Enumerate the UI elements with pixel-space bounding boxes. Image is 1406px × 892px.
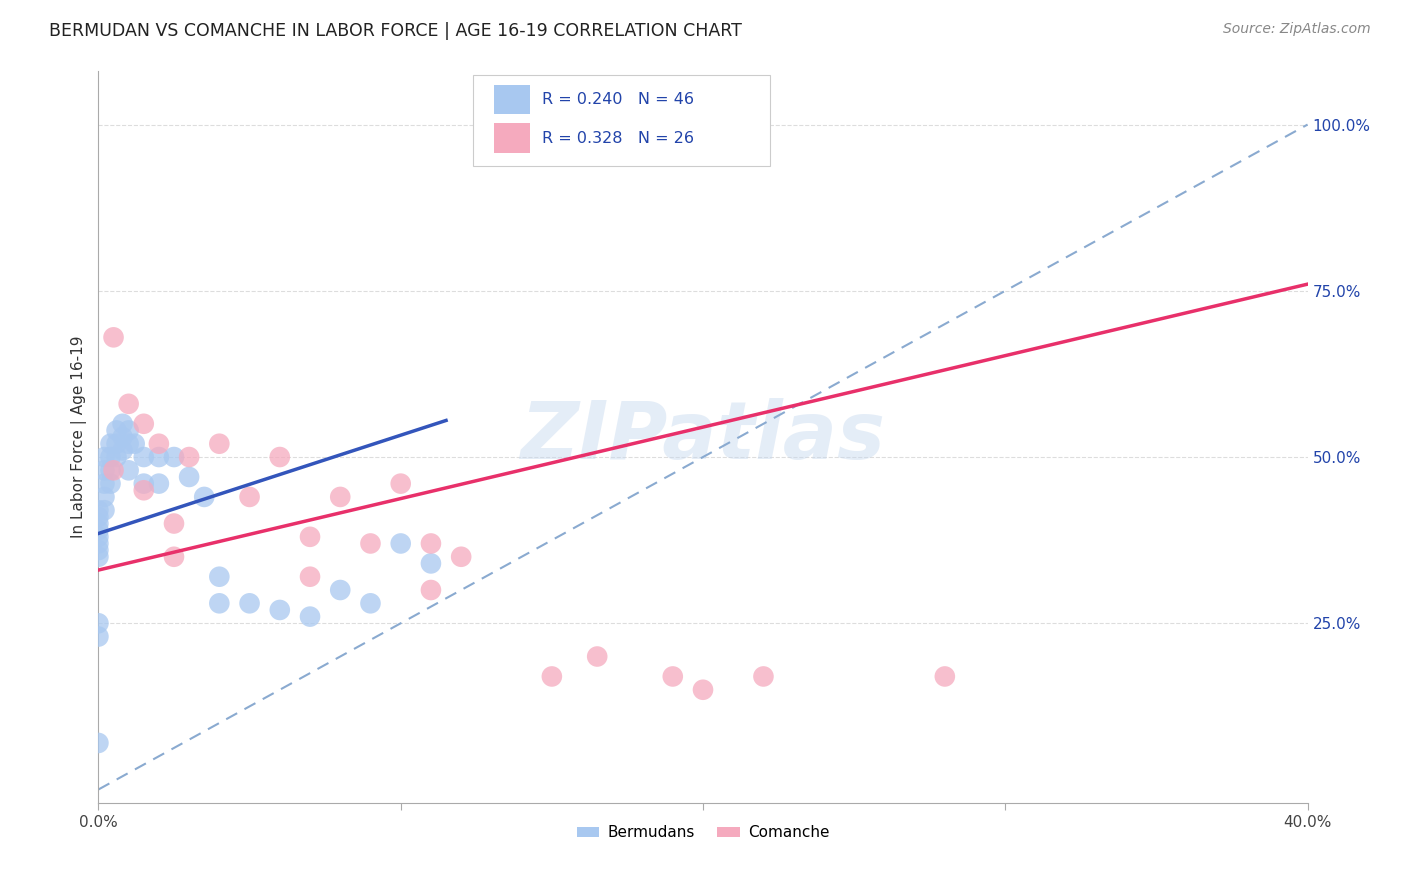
- Point: [105, 424, 128, 438]
- Point: [87, 549, 110, 564]
- Point: [87, 523, 110, 537]
- Point: [118, 397, 141, 411]
- Point: [111, 443, 134, 458]
- Point: [239, 596, 262, 610]
- Point: [93, 450, 115, 464]
- Point: [752, 669, 775, 683]
- FancyBboxPatch shape: [494, 85, 530, 114]
- Point: [450, 549, 472, 564]
- Point: [329, 490, 352, 504]
- Point: [93, 490, 115, 504]
- Point: [100, 463, 122, 477]
- Point: [87, 543, 110, 558]
- Point: [118, 463, 141, 477]
- Point: [299, 570, 322, 584]
- Point: [87, 536, 110, 550]
- Point: [118, 424, 141, 438]
- Point: [360, 536, 382, 550]
- Point: [93, 503, 115, 517]
- Point: [87, 516, 110, 531]
- Point: [87, 736, 110, 750]
- Point: [420, 582, 443, 597]
- Text: R = 0.328   N = 26: R = 0.328 N = 26: [543, 130, 695, 145]
- Point: [100, 450, 122, 464]
- Point: [124, 436, 146, 450]
- Point: [100, 436, 122, 450]
- Text: BERMUDAN VS COMANCHE IN LABOR FORCE | AGE 16-19 CORRELATION CHART: BERMUDAN VS COMANCHE IN LABOR FORCE | AG…: [49, 22, 742, 40]
- Point: [148, 476, 170, 491]
- Point: [208, 596, 231, 610]
- Point: [934, 669, 956, 683]
- Point: [105, 450, 128, 464]
- Point: [163, 549, 186, 564]
- Point: [100, 476, 122, 491]
- Point: [208, 570, 231, 584]
- Point: [179, 450, 201, 464]
- Point: [93, 463, 115, 477]
- Point: [193, 490, 215, 504]
- Point: [87, 616, 110, 631]
- Point: [132, 483, 155, 498]
- Point: [105, 436, 128, 450]
- Text: R = 0.240   N = 46: R = 0.240 N = 46: [543, 92, 695, 107]
- Point: [360, 596, 382, 610]
- Point: [692, 682, 714, 697]
- Point: [269, 450, 291, 464]
- Point: [269, 603, 291, 617]
- Point: [420, 536, 443, 550]
- Point: [239, 490, 262, 504]
- Legend: Bermudans, Comanche: Bermudans, Comanche: [571, 819, 835, 847]
- Point: [87, 630, 110, 644]
- Point: [208, 436, 231, 450]
- Point: [586, 649, 609, 664]
- Point: [111, 430, 134, 444]
- Point: [111, 417, 134, 431]
- Point: [163, 450, 186, 464]
- Point: [87, 530, 110, 544]
- Point: [540, 669, 562, 683]
- FancyBboxPatch shape: [474, 75, 769, 167]
- Point: [179, 470, 201, 484]
- Point: [118, 436, 141, 450]
- Point: [93, 476, 115, 491]
- Point: [103, 463, 125, 477]
- Point: [329, 582, 352, 597]
- Y-axis label: In Labor Force | Age 16-19: In Labor Force | Age 16-19: [72, 335, 87, 539]
- Point: [389, 536, 412, 550]
- Point: [148, 450, 170, 464]
- Text: ZIPatlas: ZIPatlas: [520, 398, 886, 476]
- Point: [389, 476, 412, 491]
- FancyBboxPatch shape: [494, 123, 530, 153]
- Point: [148, 436, 170, 450]
- Text: Source: ZipAtlas.com: Source: ZipAtlas.com: [1223, 22, 1371, 37]
- Point: [132, 450, 155, 464]
- Point: [163, 516, 186, 531]
- Point: [87, 509, 110, 524]
- Point: [87, 503, 110, 517]
- Point: [420, 557, 443, 571]
- Point: [103, 330, 125, 344]
- Point: [132, 476, 155, 491]
- Point: [299, 609, 322, 624]
- Point: [661, 669, 683, 683]
- Point: [132, 417, 155, 431]
- Point: [299, 530, 322, 544]
